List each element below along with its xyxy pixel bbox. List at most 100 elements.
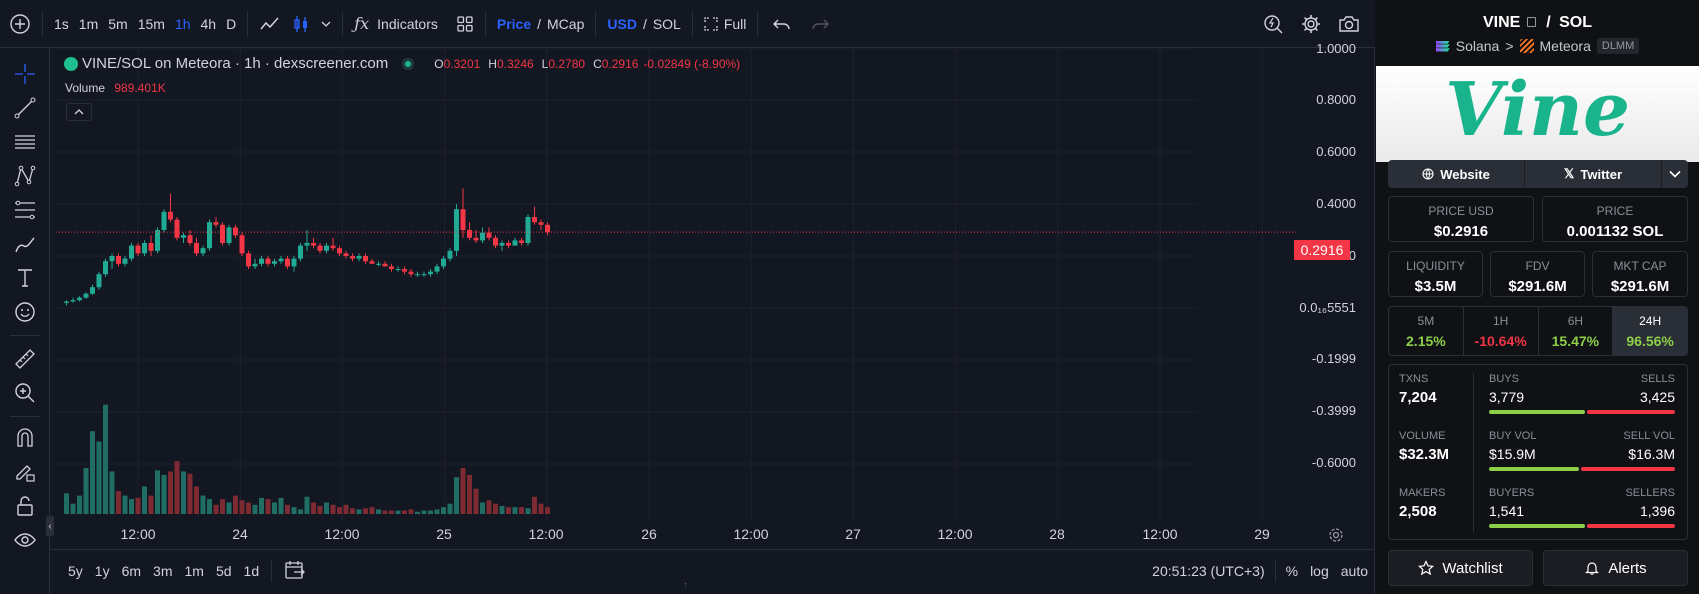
candle-body	[369, 261, 375, 264]
candle-body	[525, 217, 531, 243]
candle-chart-type-button[interactable]	[286, 8, 316, 40]
price-option[interactable]: Price	[496, 15, 532, 32]
price-tick: -0.6000	[1311, 455, 1356, 470]
chart-type-dropdown[interactable]	[316, 8, 336, 40]
line-chart-type-button[interactable]	[254, 8, 286, 40]
indicators-button[interactable]: ƒx Indicators	[349, 8, 443, 40]
interval-4h[interactable]: 4h	[200, 15, 217, 32]
volume-bar	[376, 509, 381, 514]
volume-bar	[447, 503, 453, 514]
lock-drawings-tool[interactable]	[9, 490, 41, 522]
toolbar-divider	[342, 11, 344, 36]
tab-5m[interactable]: 5M 2.15%	[1389, 307, 1464, 355]
quick-search-button[interactable]	[1257, 8, 1289, 40]
percent-scale-toggle[interactable]: %	[1285, 563, 1299, 579]
tab-1h[interactable]: 1H -10.64%	[1464, 307, 1539, 355]
volume-bar	[220, 499, 225, 514]
horizontal-lines-tool[interactable]	[9, 126, 41, 158]
tab-6h[interactable]: 6H 15.47%	[1539, 307, 1614, 355]
candle-body	[252, 263, 258, 267]
usd-option[interactable]: USD	[607, 15, 637, 32]
chain-name[interactable]: Solana	[1455, 38, 1500, 54]
twitter-link[interactable]: 𝕏 Twitter	[1525, 160, 1662, 188]
time-axis[interactable]: 12:00 24 12:00 25 12:00 26 12:00 27 12:0…	[56, 520, 1296, 548]
mcap-option[interactable]: MCap	[547, 15, 585, 32]
range-5d[interactable]: 5d	[215, 563, 232, 579]
panel-resize-handle[interactable]: ↑	[683, 580, 688, 591]
transactions-box: TXNS 7,204 VOLUME $32.3M MAKERS 2,508 BU…	[1388, 364, 1688, 540]
candle-body	[545, 224, 550, 233]
hide-drawings-tool[interactable]	[9, 524, 41, 556]
unlock-icon	[17, 496, 33, 516]
interval-1s[interactable]: 1s	[54, 15, 69, 32]
website-link[interactable]: Website	[1388, 160, 1525, 188]
fib-tool[interactable]	[9, 194, 41, 226]
sells-label: SELLS	[1640, 373, 1675, 385]
layouts-button[interactable]	[451, 8, 479, 40]
go-to-date-button[interactable]	[278, 560, 312, 583]
undo-button[interactable]	[768, 8, 796, 40]
measure-tool[interactable]	[9, 343, 41, 375]
zoom-tool[interactable]	[9, 377, 41, 409]
range-5y[interactable]: 5y	[68, 563, 83, 579]
volume-bar	[506, 507, 511, 514]
add-symbol-button[interactable]	[4, 8, 36, 40]
text-tool[interactable]	[9, 262, 41, 294]
volume-bar	[96, 441, 102, 514]
time-tick: 12:00	[937, 526, 973, 542]
pattern-tool[interactable]	[9, 160, 41, 192]
screenshot-button[interactable]	[1333, 8, 1365, 40]
range-1m[interactable]: 1m	[184, 563, 204, 579]
collapse-legend-button[interactable]	[66, 103, 92, 121]
candle-body	[519, 240, 524, 243]
fullscreen-button[interactable]: Full	[699, 8, 752, 40]
settings-button[interactable]	[1295, 8, 1327, 40]
alerts-button[interactable]: Alerts	[1543, 550, 1688, 586]
candle-body	[174, 219, 180, 238]
interval-5m[interactable]: 5m	[108, 15, 128, 32]
range-1y[interactable]: 1y	[94, 563, 110, 579]
candle-body	[532, 217, 537, 223]
change-value: -0.02849 (-8.90%)	[643, 56, 741, 71]
interval-1h[interactable]: 1h	[174, 15, 191, 32]
more-links-button[interactable]	[1662, 160, 1688, 188]
camera-icon	[1339, 15, 1359, 32]
trend-line-tool[interactable]	[9, 92, 41, 124]
brush-tool[interactable]	[9, 228, 41, 260]
price-axis[interactable]: 1.0000 0.8000 0.6000 0.4000 0.2000 0.0₁₆…	[1296, 41, 1356, 520]
volume-bar	[337, 507, 342, 514]
token-banner: Vine	[1376, 66, 1699, 162]
range-3m[interactable]: 3m	[153, 563, 173, 579]
interval-1d[interactable]: D	[226, 15, 237, 32]
range-1d[interactable]: 1d	[243, 563, 260, 579]
star-icon	[1418, 560, 1435, 576]
emoji-tool[interactable]	[9, 296, 41, 328]
interval-15m[interactable]: 15m	[137, 15, 165, 32]
clock-timezone[interactable]: 20:51:23 (UTC+3)	[1152, 563, 1265, 579]
collapse-toolbar-handle[interactable]: ‹	[46, 516, 54, 536]
axis-settings-button[interactable]	[1327, 526, 1345, 549]
price-chart[interactable]	[56, 48, 1296, 520]
currency-toggle[interactable]: USD / SOL	[602, 8, 685, 40]
volume-bar	[454, 477, 459, 514]
pencil-lock-icon	[16, 465, 35, 482]
volume-bar	[109, 471, 115, 514]
solana-icon	[1435, 40, 1450, 52]
watchlist-button[interactable]: Watchlist	[1388, 550, 1533, 586]
sell-vol-bar	[1581, 467, 1675, 471]
sol-option[interactable]: SOL	[652, 15, 681, 32]
dex-name[interactable]: Meteora	[1539, 38, 1591, 54]
redo-button[interactable]	[806, 8, 834, 40]
stay-in-drawing-mode-tool[interactable]	[9, 456, 41, 488]
auto-scale-toggle[interactable]: auto	[1340, 563, 1368, 579]
range-6m[interactable]: 6m	[121, 563, 142, 579]
copy-icon[interactable]	[1526, 17, 1536, 27]
price-mcap-toggle[interactable]: Price / MCap	[492, 8, 590, 40]
liquidity-label: LIQUIDITY	[1406, 259, 1465, 273]
magnet-tool[interactable]	[9, 422, 41, 454]
interval-1m[interactable]: 1m	[78, 15, 99, 32]
tab-24h[interactable]: 24H 96.56%	[1613, 307, 1687, 355]
time-tick: 12:00	[528, 526, 564, 542]
crosshair-tool[interactable]	[9, 58, 41, 90]
log-scale-toggle[interactable]: log	[1310, 563, 1329, 579]
